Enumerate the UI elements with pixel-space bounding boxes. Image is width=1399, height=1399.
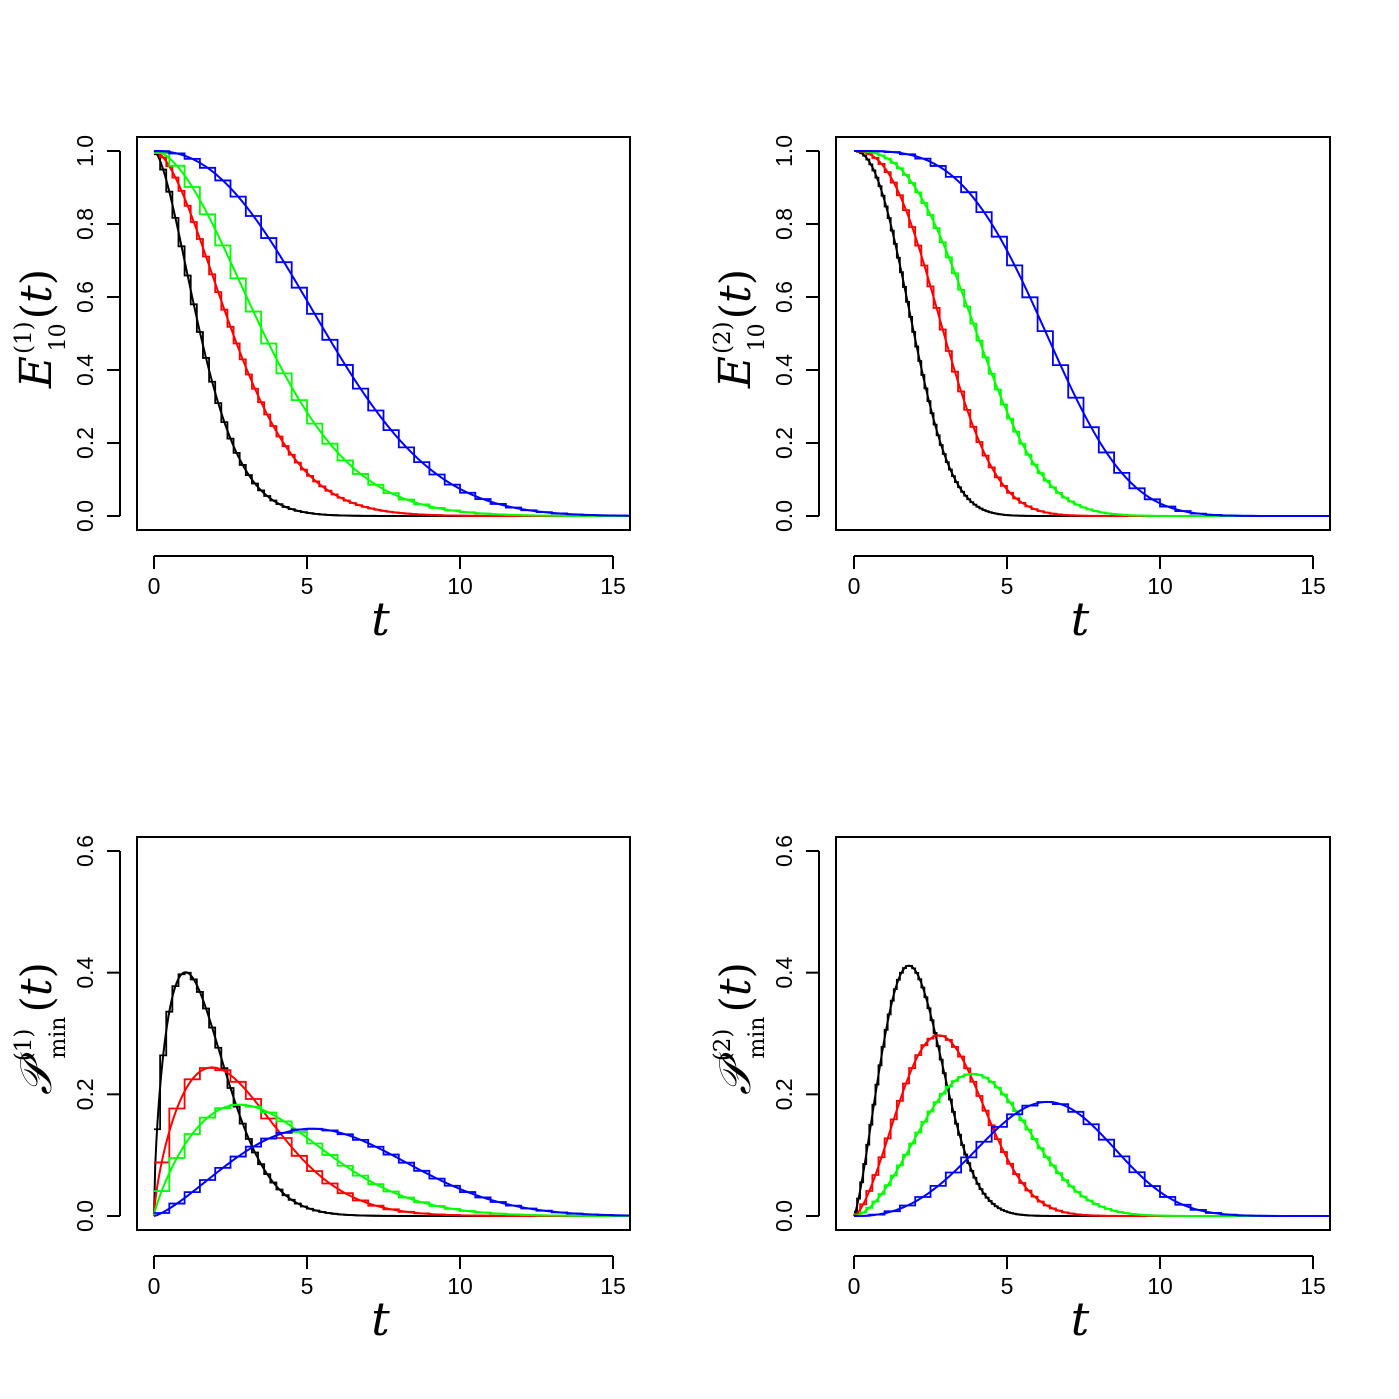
y-tick-label: 1.0: [72, 135, 98, 167]
panel-bottom-left: 0 5 10 15 0.0 0.2 0.4 0.6 t 𝒫(1) min(t): [11, 835, 631, 1346]
plot-area: [853, 964, 1329, 1217]
series-steps-blue: [854, 1101, 1329, 1217]
series-steps-blue: [154, 150, 629, 517]
plot-box: [136, 136, 631, 531]
y-tick-label: 0.8: [771, 208, 797, 240]
y-tick-label: 0.0: [72, 500, 98, 532]
y-tick-label: 0.0: [72, 1200, 98, 1232]
y-tick-label: 0.6: [771, 281, 797, 313]
y-tick-label: 0.2: [72, 427, 98, 459]
series-steps-green: [854, 1072, 1329, 1217]
plot-box: [136, 836, 631, 1231]
y-axis-label: E(1) 10(t): [11, 269, 71, 389]
y-axis-label: E(2) 10(t): [710, 269, 770, 389]
x-tick-label: 15: [1300, 1273, 1326, 1299]
x-tick-label: 0: [148, 573, 161, 599]
y-tick-label: 0.2: [72, 1078, 98, 1110]
series-steps-red: [154, 151, 629, 517]
y-tick-label: 0.6: [72, 835, 98, 867]
y-tick-label: 0.4: [72, 956, 98, 988]
x-axis-label: t: [371, 1292, 390, 1346]
y-tick-label: 0.0: [771, 500, 797, 532]
x-axis-label: t: [1071, 1292, 1090, 1346]
panel-top-left: 0 5 10 15 0.0 0.2 0.4 0.6 0.8 1.0 t E(1) 10(t): [11, 135, 631, 646]
x-tick-label: 5: [301, 573, 314, 599]
series-steps-green: [854, 150, 1329, 517]
x-axis-label: t: [371, 592, 390, 646]
plot-area: [853, 150, 1329, 517]
panel-top-right: 0 5 10 15 0.0 0.2 0.4 0.6 0.8 1.0 t E(2) 10(t): [710, 135, 1331, 646]
x-tick-label: 5: [1001, 1273, 1014, 1299]
y-tick-label: 0.2: [771, 1078, 797, 1110]
plot-area: [153, 150, 629, 517]
plot-box: [835, 136, 1331, 531]
y-tick-label: 0.6: [72, 281, 98, 313]
x-tick-label: 0: [848, 1273, 861, 1299]
x-tick-label: 15: [1300, 573, 1326, 599]
plot-area: [153, 971, 629, 1217]
x-tick-label: 15: [600, 573, 626, 599]
y-tick-label: 1.0: [771, 135, 797, 167]
x-tick-label: 0: [848, 573, 861, 599]
x-tick-label: 15: [600, 1273, 626, 1299]
y-axis-label: 𝒫(2) min(t): [710, 962, 770, 1095]
series-steps-green: [154, 152, 629, 517]
series-steps-green: [154, 1103, 629, 1217]
x-tick-label: 0: [148, 1273, 161, 1299]
x-tick-label: 5: [1001, 573, 1014, 599]
y-tick-label: 0.8: [72, 208, 98, 240]
y-tick-label: 0.4: [72, 354, 98, 386]
x-axis-label: t: [1071, 592, 1090, 646]
y-axis-label: 𝒫(1) min(t): [11, 962, 71, 1095]
panel-bottom-right: 0 5 10 15 0.0 0.2 0.4 0.6 t 𝒫(2) min(t): [710, 835, 1331, 1346]
x-tick-label: 10: [447, 1273, 473, 1299]
y-tick-label: 0.4: [771, 956, 797, 988]
x-tick-label: 10: [1147, 573, 1173, 599]
series-steps-blue: [154, 1127, 629, 1217]
x-tick-label: 10: [1147, 1273, 1173, 1299]
x-tick-label: 5: [301, 1273, 314, 1299]
y-tick-label: 0.2: [771, 427, 797, 459]
series-steps-blue: [854, 150, 1329, 517]
x-tick-label: 10: [447, 573, 473, 599]
y-tick-label: 0.6: [771, 835, 797, 867]
y-tick-label: 0.4: [771, 354, 797, 386]
y-tick-label: 0.0: [771, 1200, 797, 1232]
plot-box: [835, 836, 1331, 1231]
